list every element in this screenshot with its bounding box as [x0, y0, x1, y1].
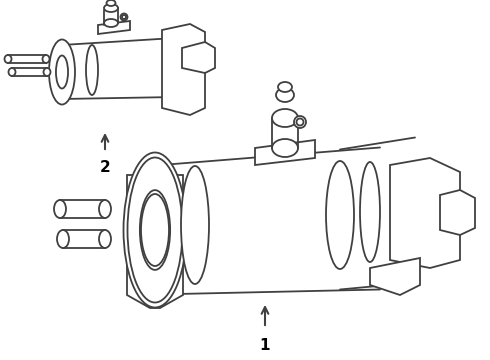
Ellipse shape: [276, 88, 294, 102]
Ellipse shape: [127, 158, 182, 302]
Ellipse shape: [56, 55, 68, 89]
Polygon shape: [162, 24, 205, 115]
Polygon shape: [63, 230, 105, 248]
Text: 1: 1: [260, 338, 270, 353]
Polygon shape: [390, 158, 460, 268]
Ellipse shape: [272, 139, 298, 157]
Ellipse shape: [272, 109, 298, 127]
Ellipse shape: [121, 13, 127, 21]
Ellipse shape: [181, 166, 209, 284]
Ellipse shape: [44, 68, 50, 76]
Ellipse shape: [43, 55, 49, 63]
Ellipse shape: [296, 118, 303, 126]
Ellipse shape: [141, 194, 169, 266]
Ellipse shape: [123, 153, 187, 307]
Polygon shape: [12, 68, 47, 76]
Ellipse shape: [4, 55, 11, 63]
Ellipse shape: [99, 230, 111, 248]
Polygon shape: [182, 42, 215, 73]
Ellipse shape: [166, 44, 178, 88]
Ellipse shape: [86, 45, 98, 95]
Ellipse shape: [104, 4, 118, 12]
Polygon shape: [440, 190, 475, 235]
Ellipse shape: [360, 162, 380, 262]
Ellipse shape: [99, 200, 111, 218]
Ellipse shape: [326, 161, 354, 269]
Ellipse shape: [278, 82, 292, 92]
Polygon shape: [370, 258, 420, 295]
Polygon shape: [60, 200, 105, 218]
Ellipse shape: [122, 15, 126, 19]
Ellipse shape: [104, 19, 118, 27]
Ellipse shape: [178, 45, 186, 86]
Ellipse shape: [140, 190, 170, 270]
Ellipse shape: [57, 230, 69, 248]
Polygon shape: [8, 55, 46, 63]
Text: 2: 2: [99, 160, 110, 175]
Ellipse shape: [399, 167, 431, 252]
Polygon shape: [255, 140, 315, 165]
Ellipse shape: [49, 40, 75, 104]
Ellipse shape: [294, 116, 306, 128]
Ellipse shape: [8, 68, 16, 76]
Ellipse shape: [54, 200, 66, 218]
Ellipse shape: [106, 0, 116, 6]
Polygon shape: [98, 21, 130, 34]
Polygon shape: [127, 175, 183, 308]
